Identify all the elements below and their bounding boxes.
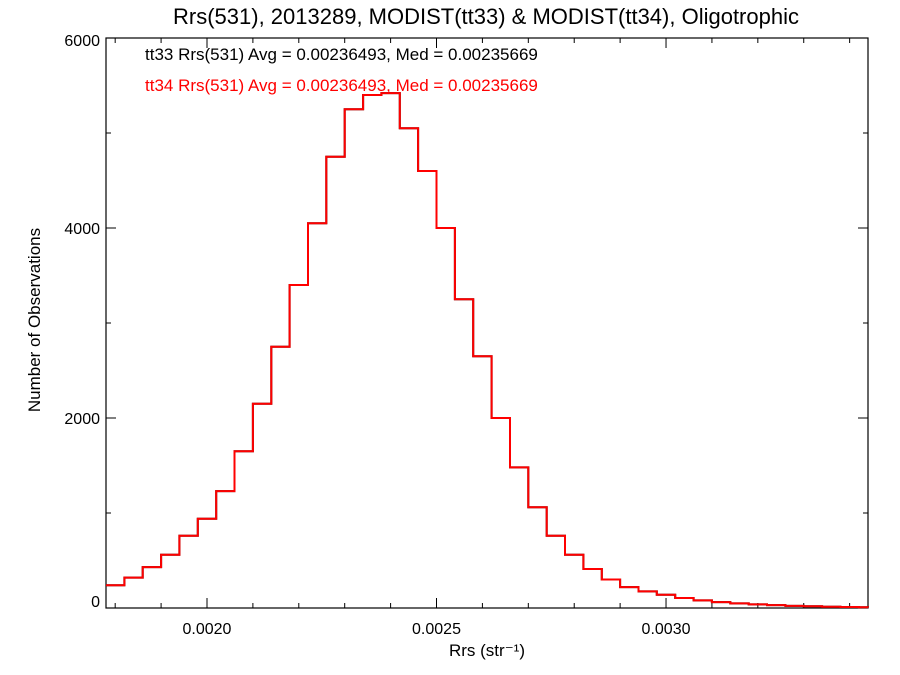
histogram-series-tt34: [106, 92, 869, 609]
y-tick-label: 4000: [64, 221, 100, 238]
x-tick-label: 0.0025: [412, 621, 461, 638]
y-tick-label: 6000: [64, 33, 100, 50]
chart-title: Rrs(531), 2013289, MODIST(tt33) & MODIST…: [173, 4, 799, 29]
annotation-tt33: tt33 Rrs(531) Avg = 0.00236493, Med = 0.…: [145, 45, 538, 64]
x-tick-label: 0.0030: [642, 621, 691, 638]
y-tick-label: 0: [91, 594, 100, 611]
data-series: [106, 92, 869, 609]
y-tick-label: 2000: [64, 411, 100, 428]
x-tick-label: 0.0020: [183, 621, 232, 638]
plot-frame: [105, 37, 869, 609]
histogram-series-tt33: [106, 92, 869, 609]
annotation-tt34: tt34 Rrs(531) Avg = 0.00236493, Med = 0.…: [145, 76, 538, 95]
x-axis-label: Rrs (str⁻¹): [449, 641, 525, 660]
y-axis-label: Number of Observations: [25, 228, 44, 412]
axis-ticks: 0.0020 0.0025 0.0030 0 2000 4000 6000: [64, 33, 868, 638]
